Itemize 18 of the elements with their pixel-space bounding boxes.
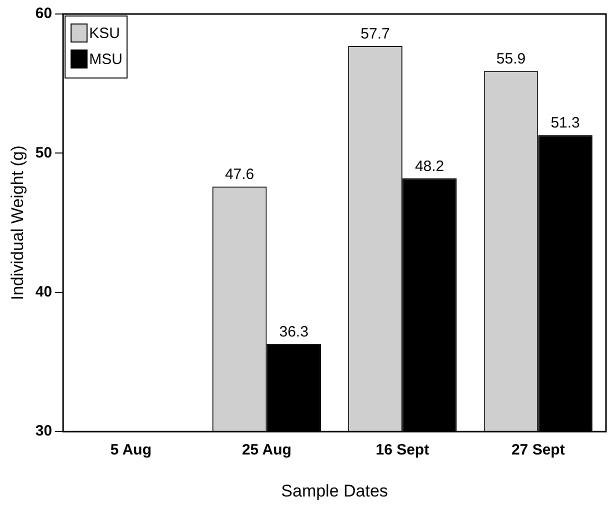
x-tick-label: 5 Aug (110, 442, 152, 459)
x-tick-label: 16 Sept (376, 442, 430, 459)
data-label: 55.9 (496, 50, 526, 68)
legend-label: MSU (89, 51, 122, 68)
x-tick-label: 27 Sept (511, 442, 565, 459)
data-label: 36.3 (279, 324, 308, 341)
data-label: 48.2 (414, 158, 444, 175)
y-axis-title: Individual Weight (g) (8, 145, 27, 300)
data-label: 57.7 (360, 26, 390, 43)
x-tick-label: 25 Aug (242, 442, 292, 459)
data-label: 47.6 (224, 166, 254, 184)
y-tick-label: 30 (35, 422, 52, 440)
y-tick-label: 60 (35, 5, 52, 22)
data-label: 51.3 (550, 114, 580, 132)
legend-label: KSU (89, 25, 120, 42)
y-tick-label: 40 (35, 284, 52, 301)
y-tick-label: 50 (35, 144, 52, 162)
x-axis-title: Sample Dates (281, 481, 388, 500)
